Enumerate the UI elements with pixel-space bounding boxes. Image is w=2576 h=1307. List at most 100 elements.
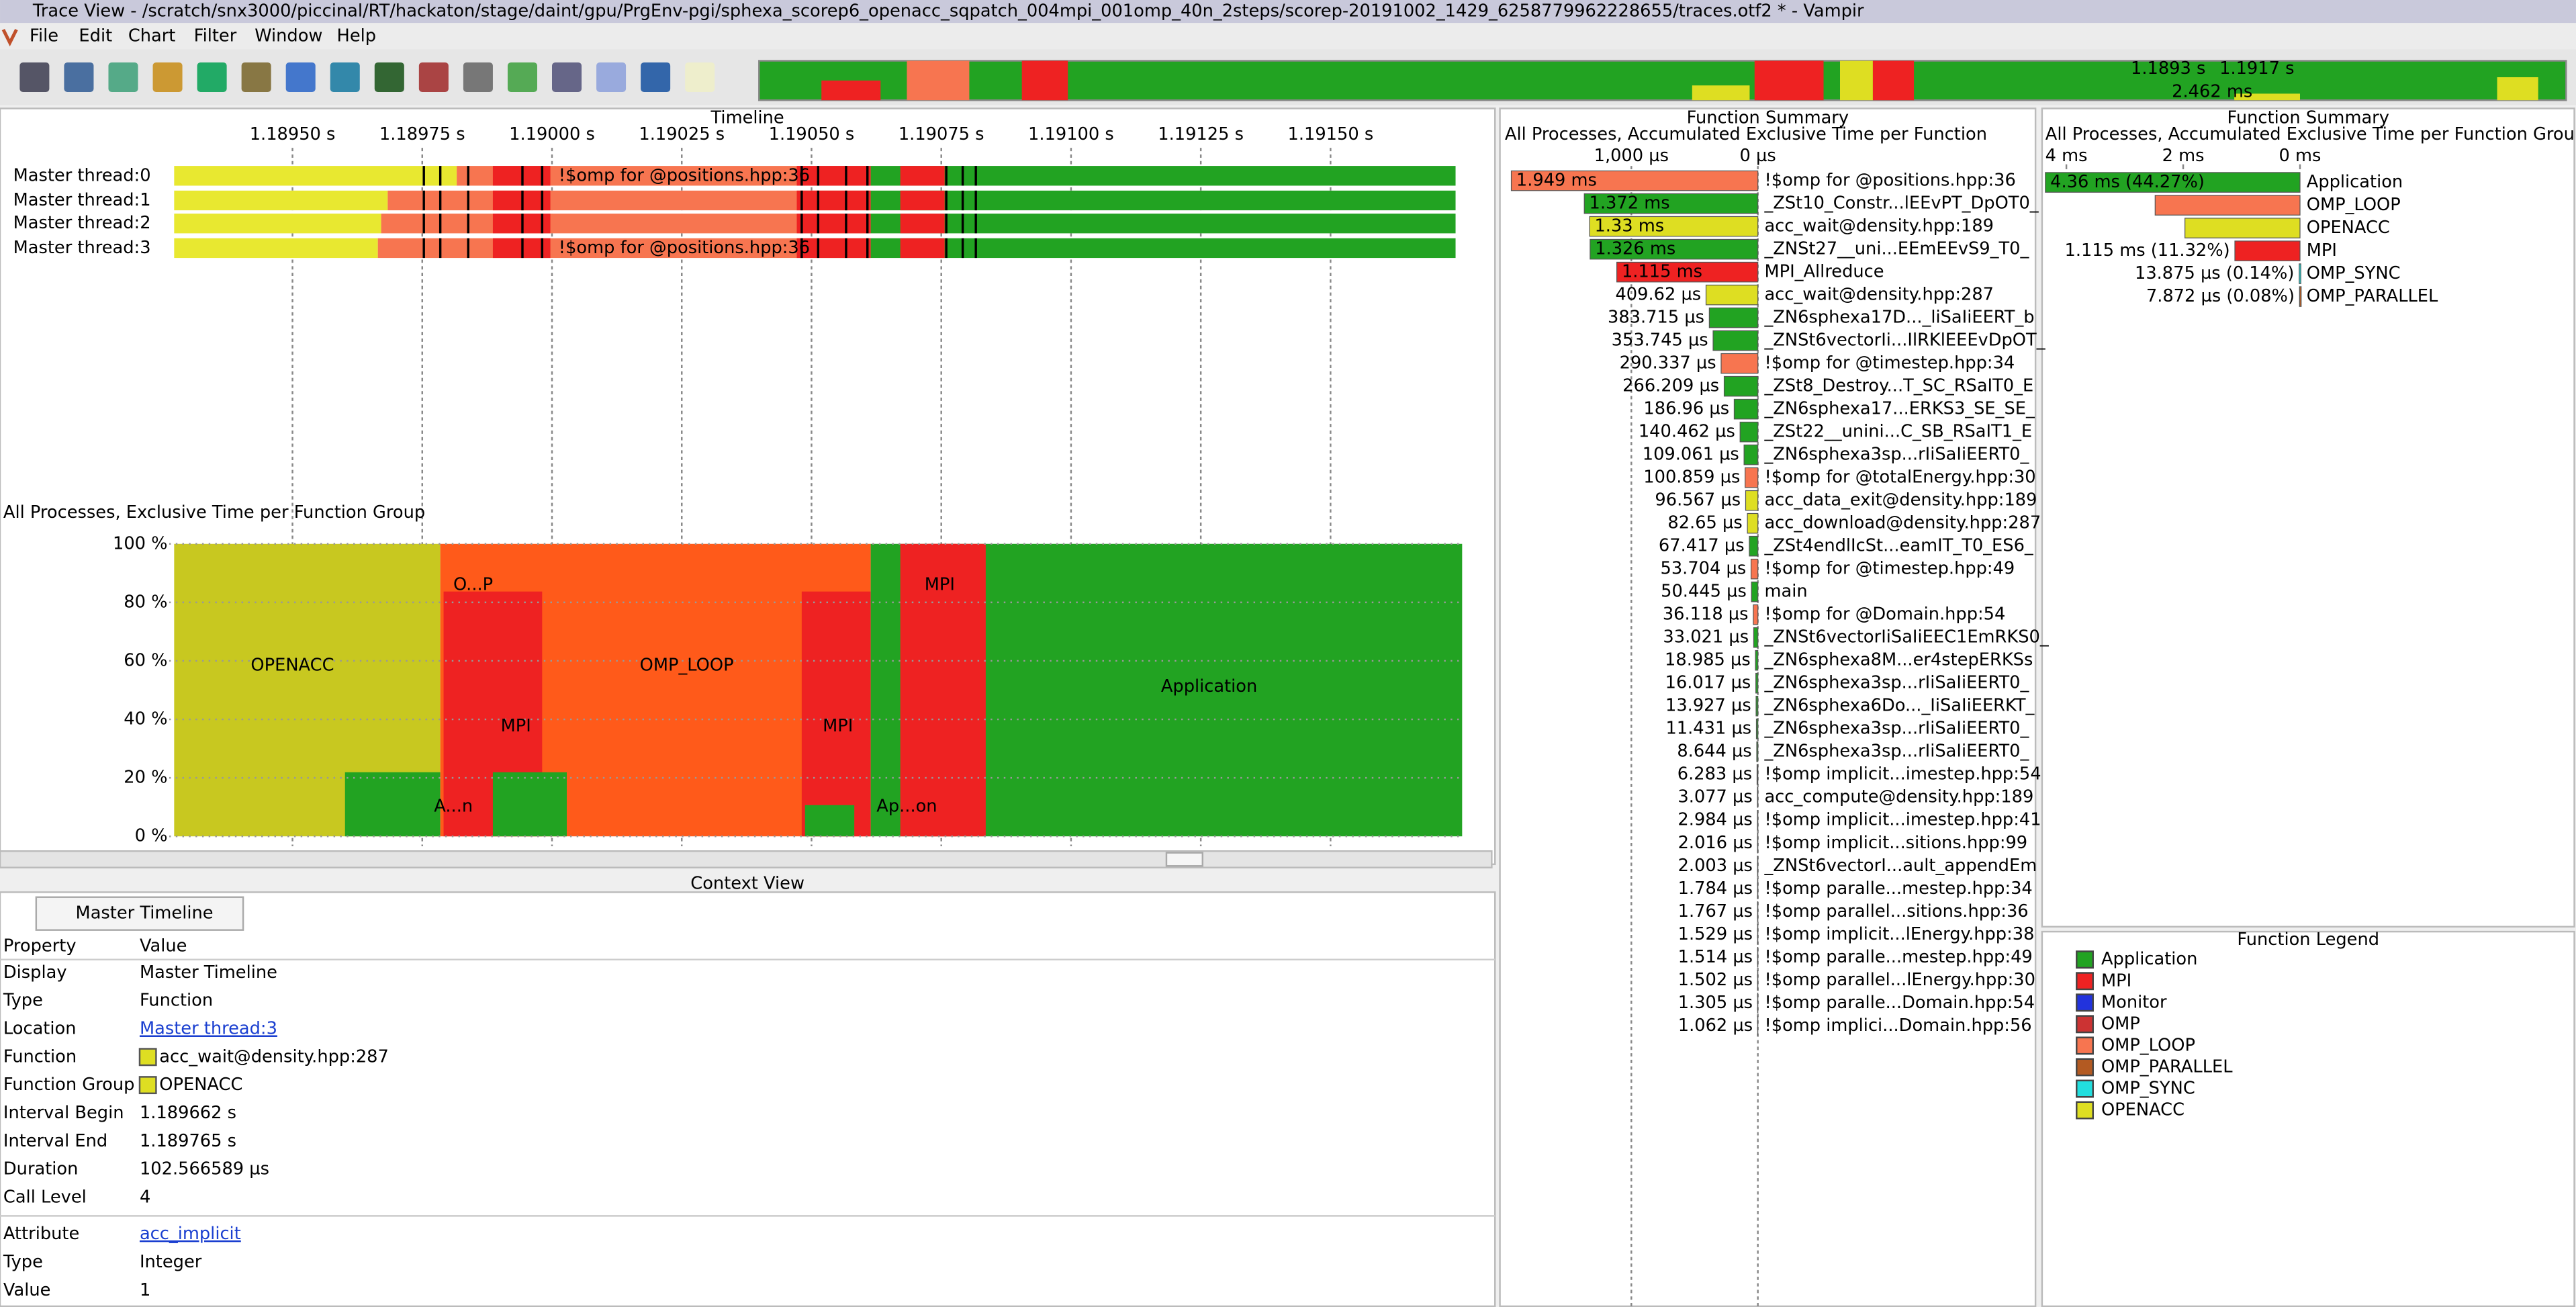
tab-label[interactable]: Master Timeline	[76, 903, 214, 923]
bar-value: 1.115 ms (11.32%)	[2065, 240, 2230, 261]
menu-item[interactable]: File	[30, 26, 58, 46]
toolbar-button[interactable]	[330, 62, 360, 92]
overview-segment	[907, 60, 970, 101]
summary-bar	[1745, 490, 1759, 511]
function-name: !$omp for @timestep.hpp:49	[1764, 559, 2015, 579]
property-value[interactable]: acc_implicit	[140, 1224, 241, 1244]
x-tick-label: 4 ms	[2045, 146, 2088, 166]
function-name: !$omp for @timestep.hpp:34	[1764, 353, 2015, 373]
bar-value: 1.115 ms	[1622, 262, 1702, 282]
y-tick-label: 20 %	[124, 768, 167, 788]
property-value: 1	[140, 1280, 150, 1300]
function-name: _ZN6sphexa3sp...rIiSaIiEERT0_	[1763, 445, 2029, 465]
summary-bar	[1755, 718, 1759, 739]
function-name: !$omp paralle...mestep.hpp:49	[1764, 947, 2032, 967]
property-name: Call Level	[3, 1187, 87, 1207]
context-panel	[0, 891, 1496, 1307]
property-name: Display	[3, 962, 67, 983]
thread-segment	[900, 190, 945, 211]
bar-label: !$omp for @positions.hpp:36	[559, 165, 810, 185]
x-tick-label: 1,000 µs	[1594, 146, 1669, 166]
legend-swatch	[2076, 1079, 2094, 1098]
property-name: Type	[3, 1252, 43, 1272]
function-name: acc_data_exit@density.hpp:189	[1764, 490, 2037, 510]
bar-value: 353.745 µs	[1612, 330, 1708, 351]
bar-value: 16.017 µs	[1665, 673, 1751, 693]
thread-segment	[870, 238, 1456, 259]
x-tick-label: 1.18950 s	[250, 124, 336, 144]
menu-item[interactable]: Window	[255, 26, 322, 46]
toolbar-button[interactable]	[152, 62, 183, 92]
toolbar-button[interactable]	[507, 62, 537, 92]
function-name: !$omp for @positions.hpp:36	[1764, 171, 2015, 191]
group-name: Application	[2307, 172, 2403, 192]
x-tick-label: 1.19050 s	[769, 124, 855, 144]
function-name: _ZN6sphexa3sp...rIiSaIiEERT0_	[1763, 741, 2029, 762]
summary-bar	[1757, 809, 1759, 831]
function-name: _ZSt10_Constr...lEEvPT_DpOT0_	[1763, 193, 2039, 214]
bar-value: 186.96 µs	[1643, 399, 1729, 419]
y-tick-label: 0 %	[135, 826, 168, 846]
group-name: OMP_PARALLEL	[2307, 286, 2438, 306]
legend-label: OMP_PARALLEL	[2101, 1056, 2233, 1077]
area-label: O...P	[453, 574, 493, 594]
bar-value: 4.36 ms (44.27%)	[2050, 172, 2205, 192]
menu-item[interactable]: Edit	[79, 26, 112, 46]
area-block	[928, 543, 956, 837]
group-name: OMP_SYNC	[2307, 263, 2401, 283]
bar-value: 1.372 ms	[1590, 193, 1670, 214]
property-value: acc_wait@density.hpp:287	[159, 1046, 389, 1067]
function-name: _ZN6sphexa3sp...rIiSaIiEERT0_	[1763, 719, 2029, 739]
toolbar-button[interactable]	[552, 62, 582, 92]
toolbar-button[interactable]	[19, 62, 50, 92]
legend-swatch	[2076, 1015, 2094, 1034]
bar-value: 7.872 µs (0.08%)	[2146, 286, 2295, 306]
bar-value: 1.767 µs	[1678, 901, 1753, 921]
scroll-thumb[interactable]	[1165, 852, 1204, 867]
toolbar-button[interactable]	[596, 62, 627, 92]
window-title: Trace View - /scratch/snx3000/piccinal/R…	[32, 1, 1864, 21]
area-block	[804, 805, 855, 837]
function-name: !$omp implicit...sitions.hpp:99	[1764, 833, 2027, 853]
toolbar-button[interactable]	[197, 62, 227, 92]
toolbar-button[interactable]	[418, 62, 449, 92]
menu-item[interactable]: Help	[337, 26, 377, 46]
summary-bar	[2299, 263, 2301, 284]
overview-segment	[1692, 85, 1750, 101]
toolbar-button[interactable]	[463, 62, 493, 92]
x-tick-label: 1.19025 s	[639, 124, 725, 144]
panel-title: Function Summary	[2227, 108, 2389, 128]
legend-label: OMP_LOOP	[2101, 1035, 2195, 1055]
bar-value: 13.927 µs	[1665, 696, 1751, 716]
bar-value: 1.784 µs	[1678, 878, 1753, 899]
summary-bar	[2045, 172, 2301, 193]
toolbar-button[interactable]	[64, 62, 94, 92]
function-name: _ZN6sphexa6Do..._IiSaIiEERKT_	[1763, 696, 2035, 716]
bar-value: 140.462 µs	[1639, 422, 1735, 442]
toolbar-button[interactable]	[241, 62, 271, 92]
function-name: _ZN6sphexa8M...er4stepERKSs	[1763, 650, 2033, 670]
overview-segment	[1021, 60, 1068, 101]
legend-swatch	[2076, 1058, 2094, 1077]
x-tick-label: 1.19075 s	[899, 124, 984, 144]
legend-swatch	[2076, 972, 2094, 991]
menu-item[interactable]: Chart	[128, 26, 176, 46]
toolbar-button[interactable]	[285, 62, 316, 92]
panel-title: Timeline	[710, 108, 784, 128]
toolbar-button[interactable]	[374, 62, 404, 92]
summary-bar	[1751, 581, 1759, 602]
property-name: Location	[3, 1018, 77, 1038]
scrollbar[interactable]	[0, 850, 1493, 868]
summary-bar	[1749, 535, 1759, 557]
summary-bar	[1712, 330, 1759, 351]
function-name: !$omp paralle...mestep.hpp:34	[1764, 878, 2032, 899]
tab[interactable]	[35, 896, 244, 931]
chart-subtitle: All Processes, Accumulated Exclusive Tim…	[2045, 124, 2576, 144]
toolbar-button[interactable]	[641, 62, 671, 92]
overview-label: 1.1917 s	[2219, 58, 2294, 79]
toolbar-button[interactable]	[108, 62, 138, 92]
menu-item[interactable]: Filter	[194, 26, 237, 46]
function-name: MPI_Allreduce	[1764, 262, 1884, 282]
property-value[interactable]: Master thread:3	[140, 1018, 277, 1038]
toolbar-button[interactable]	[685, 62, 715, 92]
